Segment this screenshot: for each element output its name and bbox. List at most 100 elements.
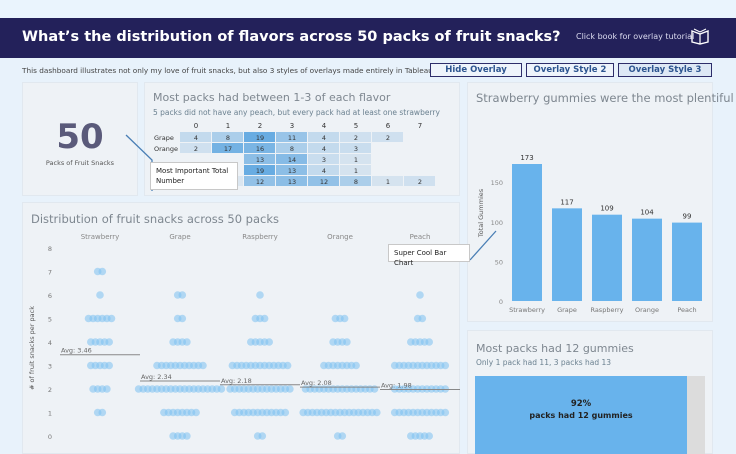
heatmap-col-label: 5 <box>354 122 358 130</box>
dist-dot <box>217 385 226 393</box>
bar-value-label: 173 <box>520 154 533 162</box>
heatmap-cell-value: 17 <box>224 145 232 153</box>
heatmap-cell <box>244 154 275 164</box>
dist-flavor-label: Grape <box>169 233 190 241</box>
dist-dot <box>340 314 349 323</box>
heatmap-cell-value: 19 <box>256 167 264 175</box>
dist-dot <box>98 267 107 276</box>
heatmap-cell <box>180 143 211 153</box>
heatmap-col-label: 1 <box>226 122 230 130</box>
bar-category-label: Strawberry <box>509 306 545 314</box>
heatmap-cell-value: 8 <box>354 178 358 186</box>
bar-value-label: 104 <box>640 209 654 217</box>
heatmap-col-label: 3 <box>290 122 294 130</box>
heatmap-cell <box>340 165 371 175</box>
dist-flavor-label: Peach <box>410 233 431 241</box>
heatmap-cell-value: 13 <box>288 178 296 186</box>
heatmap-cell <box>276 154 307 164</box>
dist-dot <box>286 385 294 393</box>
heatmap-cell-value: 19 <box>256 134 264 142</box>
overlay-style-2-button[interactable]: Overlay Style 2 <box>526 63 614 77</box>
dist-y-label: # of fruit snacks per pack <box>28 306 36 390</box>
book-icon[interactable] <box>690 27 710 45</box>
bar-value-label: 99 <box>683 213 692 221</box>
heatmap-cell-value: 4 <box>322 167 326 175</box>
heatmap-cell <box>308 176 339 186</box>
distribution-title: Distribution of fruit snacks across 50 p… <box>31 212 279 226</box>
dist-avg-label: Avg: 1.98 <box>381 381 412 389</box>
dist-dot <box>256 291 264 299</box>
dist-y-tick: 4 <box>48 339 52 347</box>
heatmap-cell-value: 14 <box>288 156 296 164</box>
dist-dot <box>178 291 187 299</box>
dist-y-tick: 1 <box>48 410 52 418</box>
dist-avg-label: Avg: 2.08 <box>301 379 332 387</box>
kpi-label: Packs of Fruit Snacks <box>45 159 115 167</box>
heatmap-cell <box>340 154 371 164</box>
kpi-value: 50 <box>56 117 104 157</box>
bar-category-label: Peach <box>677 306 696 314</box>
gummies-progress-fill <box>475 376 687 454</box>
bar-y-tick: 150 <box>491 179 503 187</box>
bar <box>592 214 622 301</box>
heatmap-cell-value: 3 <box>322 156 326 164</box>
dist-y-tick: 2 <box>48 386 52 394</box>
gummies-caption: packs had 12 gummies <box>529 411 633 420</box>
bar-y-tick: 0 <box>499 298 503 306</box>
heatmap-col-label: 4 <box>322 122 327 130</box>
dist-dot <box>107 314 116 323</box>
bar-category-label: Orange <box>635 306 659 314</box>
dist-dot <box>418 314 427 323</box>
heatmap-cell <box>244 143 275 153</box>
heatmap-cell <box>244 176 275 186</box>
heatmap-cell-value: 1 <box>354 156 358 164</box>
heatmap-cell <box>372 132 403 142</box>
heatmap-cell <box>340 132 371 142</box>
hide-overlay-button[interactable]: Hide Overlay <box>430 63 522 77</box>
heatmap-col-label: 6 <box>386 122 391 130</box>
heatmap-cell-value: 13 <box>256 156 264 164</box>
heatmap-col-label: 2 <box>258 122 262 130</box>
heatmap-cell-value: 2 <box>194 145 198 153</box>
dist-dot <box>183 338 191 346</box>
heatmap-cell-value: 12 <box>256 178 264 186</box>
dist-y-tick: 5 <box>48 316 52 324</box>
heatmap-row-label: Grape <box>154 134 174 142</box>
tutorial-hint: Click book for overlay tutorial <box>576 32 695 41</box>
heatmap-cell-value: 2 <box>418 178 422 186</box>
bar <box>552 208 582 301</box>
dist-flavor-label: Orange <box>327 233 353 241</box>
heatmap-col-label: 0 <box>194 122 198 130</box>
heatmap-row-label: Orange <box>154 145 178 153</box>
dist-dot <box>96 291 104 299</box>
dist-y-tick: 7 <box>48 269 52 277</box>
heatmap-cell-value: 8 <box>290 145 294 153</box>
heatmap-col-label: 7 <box>418 122 422 130</box>
heatmap-cell-value: 13 <box>288 167 296 175</box>
heatmap-cell <box>276 143 307 153</box>
dist-avg-label: Avg: 2.34 <box>141 373 172 381</box>
bar-category-label: Grape <box>557 306 577 314</box>
heatmap-cell-value: 4 <box>322 134 326 142</box>
heatmap-cell <box>180 132 211 142</box>
dist-dot <box>441 408 450 417</box>
overlay-style-3-button[interactable]: Overlay Style 3 <box>618 63 712 77</box>
dist-avg-label: Avg: 3.46 <box>61 347 92 355</box>
dist-dot <box>373 408 381 417</box>
intro-text: This dashboard illustrates not only my l… <box>22 66 436 75</box>
callout-kpi: Most Important Total Number <box>150 162 238 190</box>
dist-dot <box>260 314 269 323</box>
heatmap-cell-value: 11 <box>288 134 296 142</box>
distribution-chart: 0 1 2 3 4 5 6 7 8 # of fruit snacks per pack Straw… <box>28 233 460 441</box>
heatmap-cell <box>340 143 371 153</box>
heatmap-cell <box>276 176 307 186</box>
dist-dot <box>105 361 113 370</box>
bar-category-label: Raspberry <box>590 306 623 314</box>
bar-y-label: Total Gummies <box>477 188 485 238</box>
heatmap-cell <box>308 165 339 175</box>
heatmap-cell <box>244 132 275 142</box>
dist-avg-label: Avg: 2.18 <box>221 377 252 385</box>
heatmap-cell-value: 3 <box>354 145 358 153</box>
heatmap-cell <box>276 165 307 175</box>
heatmap-cell-value: 4 <box>194 134 198 142</box>
